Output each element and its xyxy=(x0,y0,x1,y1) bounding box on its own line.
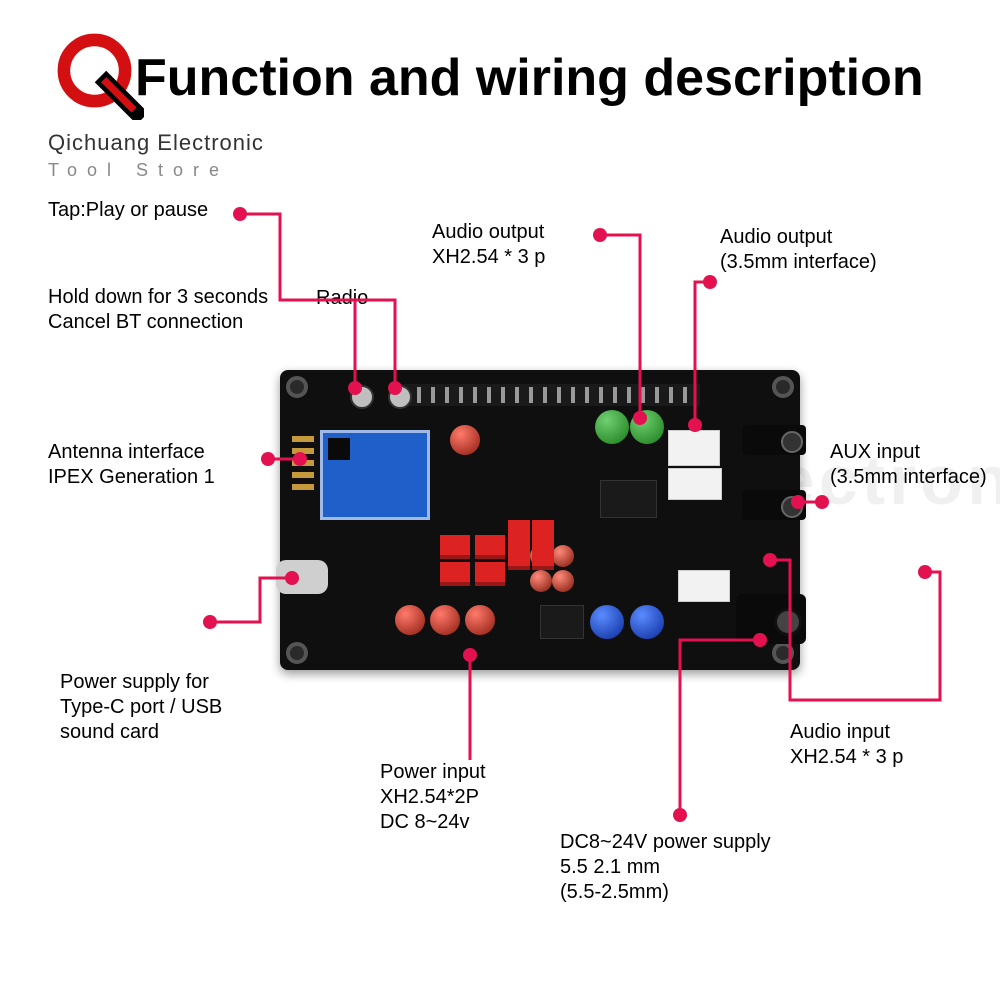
xh-connector xyxy=(668,430,720,466)
label-aux-in: AUX input (3.5mm interface) xyxy=(830,440,987,490)
label-tap: Tap:Play or pause xyxy=(48,198,208,223)
label-audio-out-35: Audio output (3.5mm interface) xyxy=(720,225,877,275)
label-dc-barrel: DC8~24V power supply 5.5 2.1 mm (5.5-2.5… xyxy=(560,830,771,905)
capacitor xyxy=(630,410,664,444)
label-antenna: Antenna interface IPEX Generation 1 xyxy=(48,440,215,490)
film-cap xyxy=(475,535,505,559)
film-cap xyxy=(475,562,505,586)
capacitor xyxy=(450,425,480,455)
dc-barrel-jack xyxy=(736,594,806,644)
film-cap xyxy=(440,535,470,559)
label-hold: Hold down for 3 seconds Cancel BT connec… xyxy=(48,285,268,335)
pcb-board xyxy=(280,370,800,670)
film-cap xyxy=(508,520,530,570)
mount-hole xyxy=(286,376,308,398)
xh-connector xyxy=(678,570,730,602)
brand-sub: Tool Store xyxy=(48,160,229,181)
mount-hole xyxy=(772,642,794,664)
label-radio: Radio xyxy=(316,286,368,311)
film-cap xyxy=(532,520,554,570)
capacitor xyxy=(530,570,552,592)
capacitor xyxy=(590,605,624,639)
tact-button xyxy=(388,385,412,409)
ic-chip xyxy=(540,605,584,639)
mount-hole xyxy=(286,642,308,664)
capacitor xyxy=(552,545,574,567)
tact-button xyxy=(350,385,374,409)
capacitor xyxy=(630,605,664,639)
xh-connector xyxy=(668,468,722,500)
label-power-in: Power input XH2.54*2P DC 8~24v xyxy=(380,760,486,835)
audio-jack xyxy=(742,425,806,455)
film-cap xyxy=(440,562,470,586)
label-audio-in-xh: Audio input XH2.54 * 3 p xyxy=(790,720,903,770)
capacitor xyxy=(465,605,495,635)
antenna-trace xyxy=(292,430,314,490)
brand-name: Qichuang Electronic xyxy=(48,130,264,156)
relay xyxy=(600,480,657,518)
label-typec: Power supply for Type-C port / USB sound… xyxy=(60,670,222,745)
pin-header xyxy=(400,384,700,406)
capacitor xyxy=(595,410,629,444)
label-audio-out-xh: Audio output XH2.54 * 3 p xyxy=(432,220,545,270)
mount-hole xyxy=(772,376,794,398)
capacitor xyxy=(552,570,574,592)
bluetooth-module xyxy=(320,430,430,520)
brand-logo xyxy=(54,30,144,120)
capacitor xyxy=(430,605,460,635)
page-title: Function and wiring description xyxy=(135,48,924,108)
usb-c-port xyxy=(276,560,328,594)
audio-jack xyxy=(742,490,806,520)
capacitor xyxy=(395,605,425,635)
